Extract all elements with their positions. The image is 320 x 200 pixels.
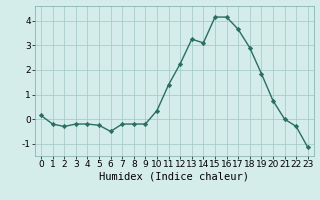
X-axis label: Humidex (Indice chaleur): Humidex (Indice chaleur) bbox=[100, 172, 249, 182]
